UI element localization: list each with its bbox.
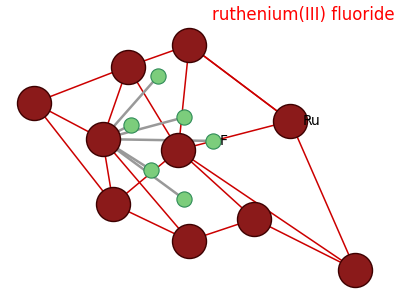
Point bbox=[251, 217, 257, 221]
Point bbox=[352, 267, 358, 272]
Point bbox=[210, 139, 216, 143]
Point bbox=[180, 115, 187, 120]
Point bbox=[148, 167, 154, 172]
Point bbox=[128, 122, 134, 127]
Point bbox=[175, 148, 182, 152]
Point bbox=[287, 118, 294, 123]
Point bbox=[124, 64, 131, 69]
Text: ruthenium(III) fluoride: ruthenium(III) fluoride bbox=[212, 6, 395, 24]
Point bbox=[186, 43, 192, 47]
Point bbox=[180, 196, 187, 201]
Text: Ru: Ru bbox=[303, 114, 321, 128]
Point bbox=[155, 73, 162, 78]
Point bbox=[110, 202, 116, 207]
Point bbox=[186, 238, 192, 243]
Point bbox=[31, 100, 37, 105]
Text: F: F bbox=[220, 134, 228, 148]
Point bbox=[99, 137, 106, 142]
